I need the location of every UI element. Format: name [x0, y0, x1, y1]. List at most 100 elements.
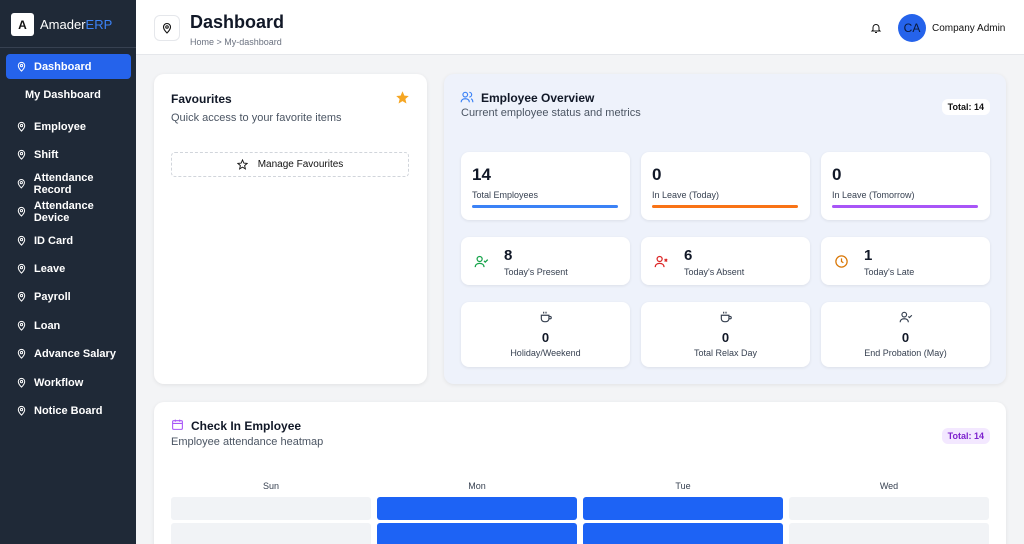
card-subtitle: Current employee status and metrics	[461, 107, 641, 119]
card-subtitle: Quick access to your favorite items	[171, 112, 342, 124]
other-card: 0 End Probation (May)	[821, 302, 990, 367]
menu-item[interactable]: ID Card	[6, 228, 131, 253]
other-value: 0	[721, 330, 730, 345]
menu-label[interactable]: Attendance Record	[33, 171, 94, 196]
menu-label[interactable]: Attendance Device	[33, 199, 94, 224]
status-value: 1	[864, 247, 873, 264]
menu-item[interactable]: Payroll	[6, 284, 131, 309]
heatmap-cell	[171, 523, 371, 544]
avatar[interactable]: CA	[898, 14, 926, 42]
user-name[interactable]: Company Admin	[932, 23, 1006, 34]
card-title: Employee Overview	[481, 91, 595, 105]
other-card: 0 Holiday/Weekend	[461, 302, 630, 367]
favourites-card: Favourites Quick access to your favorite…	[154, 74, 427, 384]
metric-card: 14 Total Employees	[461, 152, 630, 220]
logo-text: AmaderERP	[40, 17, 112, 32]
manage-favourites-button[interactable]: Manage Favourites	[171, 152, 409, 177]
status-icon	[834, 254, 849, 274]
metric-value: 0	[652, 165, 662, 184]
status-card: 8 Today's Present	[461, 237, 630, 285]
menu-item[interactable]: Advance Salary	[6, 341, 131, 366]
menu-item[interactable]: Notice Board	[6, 398, 131, 423]
day-label: Tue	[675, 481, 691, 491]
button-label[interactable]: Manage Favourites	[257, 159, 344, 170]
heatmap-cell	[789, 523, 989, 544]
heatmap-cell	[171, 497, 371, 520]
metric-label: In Leave (Tomorrow)	[832, 190, 915, 200]
metric-underline	[652, 205, 798, 208]
metric-value: 14	[472, 165, 491, 184]
menu-label[interactable]: Payroll	[34, 290, 71, 303]
card-title: Check In Employee	[191, 419, 302, 433]
menu-label[interactable]: Advance Salary	[34, 347, 116, 360]
menu-label[interactable]: Leave	[34, 262, 66, 275]
star-icon[interactable]	[395, 90, 410, 105]
status-icon	[474, 254, 489, 274]
metric-underline	[472, 205, 618, 208]
heatmap-cell	[789, 497, 989, 520]
other-icon	[641, 310, 810, 329]
other-value: 0	[541, 330, 550, 345]
status-label: Today's Present	[504, 267, 568, 277]
status-icon	[654, 254, 669, 274]
other-value: 0	[901, 330, 910, 345]
status-value: 8	[504, 247, 513, 264]
sidebar: A AmaderERP Dashboard My Dashboard Employe…	[0, 0, 136, 544]
menu-item[interactable]: Attendance Record	[6, 171, 131, 196]
status-label: Today's Late	[864, 267, 915, 277]
card-title: Favourites	[171, 92, 232, 106]
menu-item[interactable]: Workflow	[6, 370, 131, 395]
users-icon	[460, 91, 474, 103]
metric-card: 0 In Leave (Tomorrow)	[821, 152, 990, 220]
day-label: Sun	[262, 481, 279, 491]
employee-overview-card: Employee Overview Current employee statu…	[444, 74, 1006, 384]
status-card: 1 Today's Late	[821, 237, 990, 285]
status-card: 6 Today's Absent	[641, 237, 810, 285]
heatmap-cell	[583, 497, 783, 520]
breadcrumb: Home > My-dashboard	[190, 37, 282, 47]
menu-item[interactable]: Shift	[6, 142, 131, 167]
card-subtitle: Employee attendance heatmap	[171, 436, 324, 448]
check-in-card: Check In Employee Employee attendance he…	[154, 402, 1006, 544]
menu-label[interactable]: ID Card	[34, 234, 74, 247]
logo-mark: A	[11, 13, 34, 36]
menu-item[interactable]: Attendance Device	[6, 199, 131, 224]
logo-suffix: ERP	[85, 17, 113, 32]
page-title: Dashboard	[190, 12, 285, 32]
menu-item[interactable]: Dashboard	[6, 54, 131, 79]
metric-underline	[832, 205, 978, 208]
day-label: Wed	[879, 481, 899, 491]
other-label: Total Relax Day	[693, 348, 758, 358]
metric-card: 0 In Leave (Today)	[641, 152, 810, 220]
other-label: Holiday/Weekend	[510, 348, 581, 358]
menu-label[interactable]: Shift	[34, 148, 59, 161]
other-label: End Probation (May)	[864, 348, 947, 358]
menu-label[interactable]: Notice Board	[34, 404, 103, 417]
bell-icon[interactable]	[870, 22, 882, 34]
calendar-icon	[172, 419, 183, 430]
menu-label[interactable]: Employee	[34, 120, 86, 133]
menu-item[interactable]: Loan	[6, 313, 131, 338]
metric-value: 0	[832, 165, 842, 184]
location-button[interactable]	[154, 15, 180, 41]
menu-item[interactable]: Leave	[6, 256, 131, 281]
status-label: Today's Absent	[684, 267, 745, 277]
total-badge: Total: 14	[941, 428, 990, 444]
status-value: 6	[684, 247, 693, 264]
day-label: Mon	[468, 481, 486, 491]
heatmap-cell	[377, 497, 577, 520]
metric-label: Total Employees	[472, 190, 539, 200]
menu-label[interactable]: Workflow	[34, 376, 84, 389]
menu-label[interactable]: My Dashboard	[25, 88, 101, 101]
other-card: 0 Total Relax Day	[641, 302, 810, 367]
total-badge: Total: 14	[941, 99, 990, 115]
menu-label[interactable]: Dashboard	[34, 60, 92, 73]
other-icon	[821, 310, 990, 329]
top-bar: Dashboard Home > My-dashboard CA Company…	[136, 0, 1024, 55]
menu-item[interactable]: My Dashboard	[6, 82, 131, 107]
metric-label: In Leave (Today)	[652, 190, 720, 200]
heatmap-cell	[583, 523, 783, 544]
menu-item[interactable]: Employee	[6, 114, 131, 139]
menu-label[interactable]: Loan	[34, 319, 61, 332]
